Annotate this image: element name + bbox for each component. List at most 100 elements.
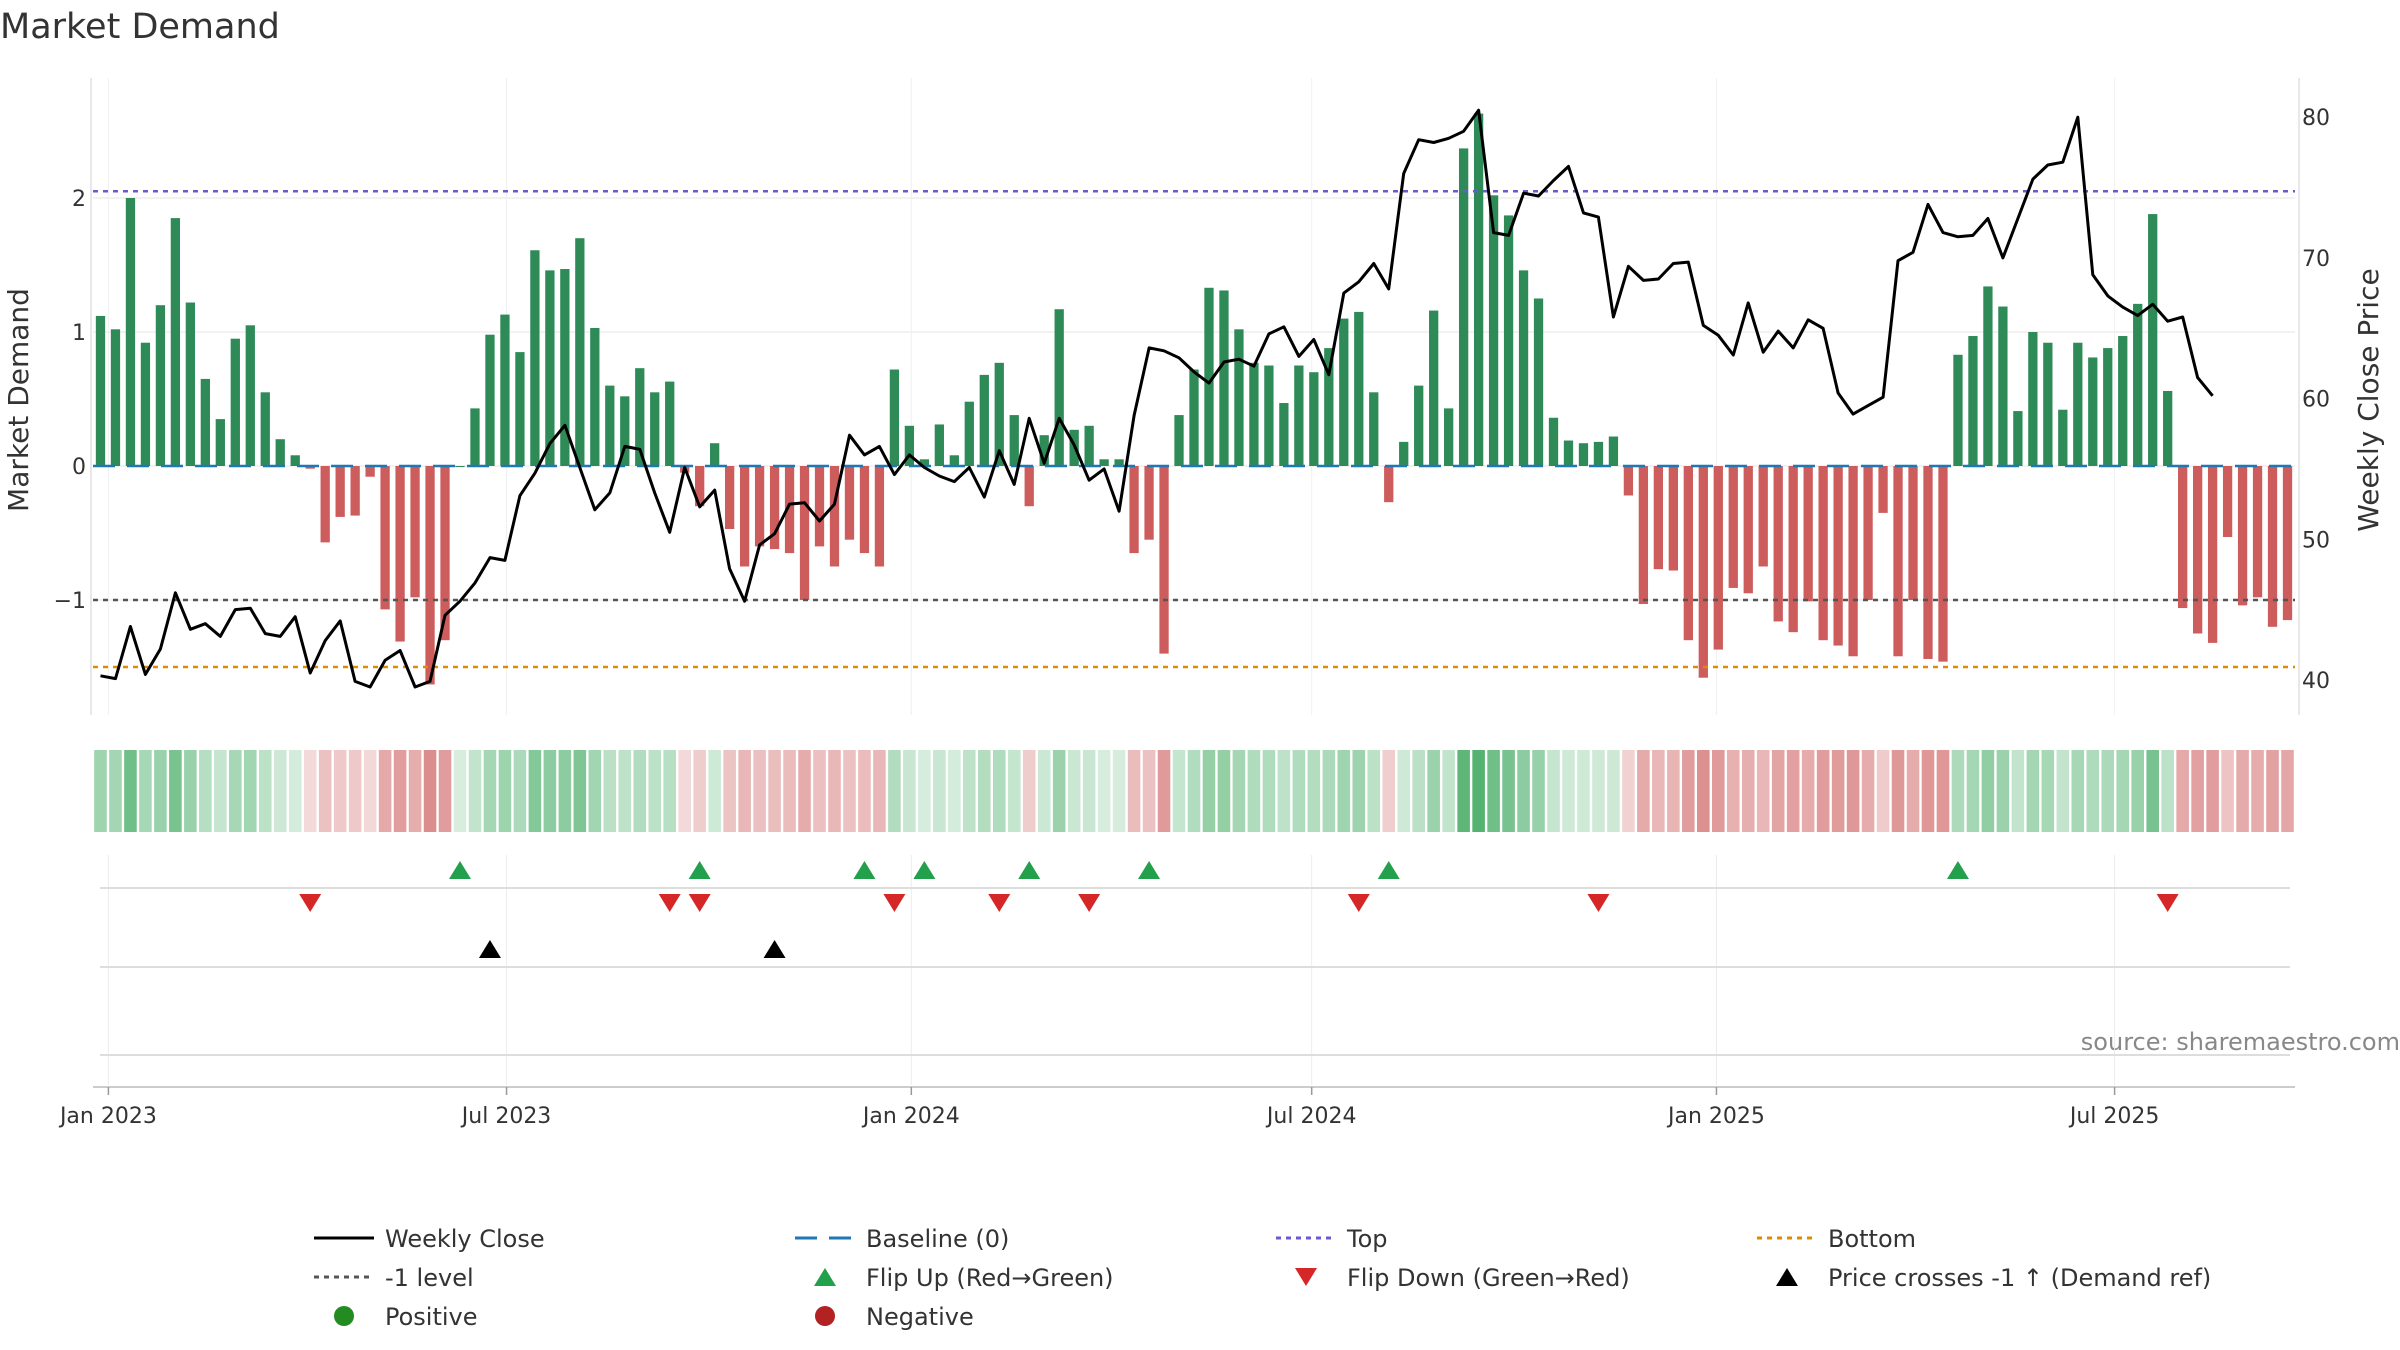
heat-cell: [1966, 750, 1980, 832]
demand-bar: [1399, 441, 1409, 466]
demand-bar: [2163, 390, 2173, 466]
demand-bar: [1204, 287, 1214, 466]
heat-cell: [2176, 750, 2189, 832]
demand-bar: [1129, 466, 1139, 554]
demand-bar: [859, 466, 870, 554]
demand-bar: [1159, 466, 1169, 654]
demand-bars: [95, 113, 2293, 685]
heat-cell: [992, 750, 1006, 832]
demand-bar: [95, 315, 106, 466]
heat-cell: [303, 750, 317, 832]
heat-cell: [1667, 750, 1680, 832]
heat-cell: [199, 750, 212, 832]
heat-cell: [1547, 750, 1560, 832]
demand-bar: [889, 369, 900, 466]
legend-label: Flip Down (Green→Red): [1347, 1264, 1630, 1292]
demand-bar: [380, 466, 390, 610]
demand-bar: [919, 459, 930, 466]
heat-cell: [618, 750, 632, 832]
flip-up-marker: [1138, 861, 1161, 879]
demand-bar: [799, 466, 810, 600]
demand-bar: [1369, 392, 1379, 466]
heat-cell: [483, 750, 497, 832]
flip-down-marker: [688, 894, 711, 912]
demand-bar: [2028, 332, 2038, 466]
demand-bar: [275, 439, 285, 466]
heat-cell: [154, 750, 167, 832]
x-tick-label: Jan 2023: [58, 1104, 157, 1129]
demand-bar: [754, 466, 765, 547]
demand-bar: [2282, 466, 2293, 621]
heat-cell: [1202, 750, 1216, 832]
demand-bar: [2207, 466, 2218, 643]
demand-bar: [2192, 466, 2203, 634]
x-axis-ticks: Jan 2023 Jul 2023 Jan 2024 Jul 2024 Jan 2025…: [58, 1087, 2159, 1129]
heat-cell: [1037, 750, 1051, 832]
heat-cell: [843, 750, 856, 832]
heat-cell: [2101, 750, 2115, 832]
demand-bar: [665, 381, 675, 466]
heat-cell: [1771, 750, 1785, 832]
heat-cell: [438, 750, 452, 832]
weekly-close-line: [100, 108, 2214, 689]
heat-cell: [798, 750, 811, 832]
heat-cell: [633, 750, 647, 832]
heat-cell: [1142, 750, 1156, 832]
demand-bar: [1189, 369, 1199, 466]
heat-cell: [1157, 750, 1171, 832]
demand-bar: [1473, 113, 1484, 466]
demand-bar: [215, 419, 225, 466]
demand-bar: [724, 466, 735, 529]
demand-bar: [620, 396, 630, 466]
axes: 2 1 0 −1 80 70 60 50 40: [54, 78, 2330, 715]
demand-bar: [260, 392, 270, 466]
y-tick-left: 2: [72, 187, 86, 212]
heat-cell: [243, 750, 257, 832]
heat-cell: [348, 750, 362, 832]
demand-bar: [2118, 336, 2128, 466]
demand-bar: [425, 466, 435, 685]
demand-bar: [1803, 466, 1813, 602]
heat-cell: [1337, 750, 1351, 832]
legend-label: Top: [1346, 1225, 1388, 1253]
demand-bar: [1219, 290, 1229, 466]
heat-cell: [1007, 750, 1021, 832]
flip-up-marker: [853, 861, 876, 879]
demand-bar: [1354, 311, 1364, 466]
heat-cell: [933, 750, 946, 832]
demand-bar: [245, 325, 255, 466]
demand-bar: [1788, 466, 1798, 633]
heat-cell: [2146, 750, 2159, 832]
heat-cell: [2011, 750, 2025, 832]
heat-cell: [2116, 750, 2130, 832]
heat-cell: [1487, 750, 1500, 832]
flip-down-marker: [988, 894, 1011, 912]
heat-cell: [918, 750, 931, 832]
flip-up-marker: [449, 861, 471, 879]
heat-cell: [1577, 750, 1590, 832]
heat-cell: [214, 750, 227, 832]
demand-bar: [1503, 215, 1514, 466]
heat-cell: [723, 750, 736, 832]
demand-bar: [1264, 365, 1274, 466]
heat-cell: [2056, 750, 2070, 832]
heat-cell: [363, 750, 377, 832]
demand-bar: [2267, 466, 2278, 627]
demand-bar: [410, 466, 420, 598]
demand-bar: [2252, 466, 2263, 598]
heat-cell: [1831, 750, 1845, 832]
heat-cell: [1052, 750, 1066, 832]
demand-bar: [1713, 466, 1723, 650]
heat-cell: [1876, 750, 1890, 832]
heat-cell: [2266, 750, 2279, 832]
demand-bar: [2133, 303, 2143, 466]
heat-cell: [1382, 750, 1396, 832]
demand-bar: [2043, 342, 2053, 466]
flip-up-marker: [1377, 861, 1400, 879]
heat-cell: [888, 750, 901, 832]
heat-cell: [558, 750, 572, 832]
demand-bar: [1593, 441, 1604, 466]
demand-bar: [1174, 415, 1184, 466]
demand-bar: [2073, 342, 2083, 466]
demand-bar: [455, 466, 465, 467]
